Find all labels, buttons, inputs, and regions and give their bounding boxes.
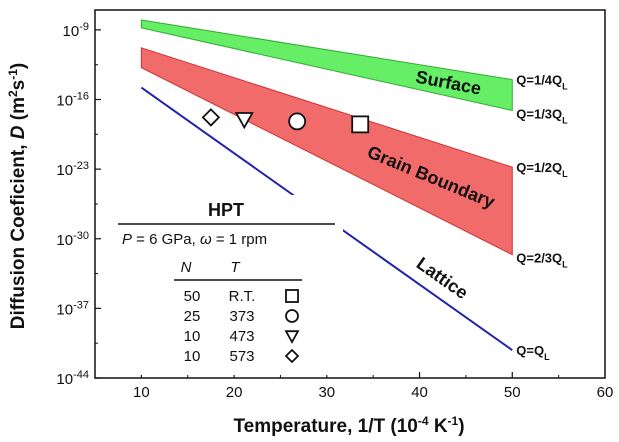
markers-layer — [201, 108, 370, 134]
legend-row-t: R.T. — [229, 288, 256, 305]
line-name-lattice: Lattice — [413, 253, 472, 303]
y-tick-label: 10-30 — [56, 230, 89, 249]
line-end-q-label: Q=QL — [516, 343, 550, 362]
legend-background — [118, 195, 343, 375]
y-tick-label: 10-44 — [56, 369, 89, 388]
x-tick-label: 10 — [133, 384, 150, 401]
legend-marker-circle — [285, 309, 299, 323]
x-tick-label: 20 — [226, 384, 243, 401]
x-tick-label: 60 — [597, 384, 614, 401]
band-0-lower-q-label: Q=1/3QL — [516, 106, 568, 125]
legend-row-n: 25 — [184, 308, 201, 325]
band-surface — [140, 19, 513, 112]
legend-row-n: 50 — [184, 288, 201, 305]
data-point-circle — [288, 112, 307, 131]
data-point-triangle-down — [234, 112, 254, 130]
legend-row-t: 473 — [229, 328, 254, 345]
band-1-upper-q-label: Q=1/2QL — [516, 160, 568, 179]
legend-marker-triangle-down — [284, 330, 300, 344]
legend-marker-square — [285, 289, 299, 303]
ticks-layer: 10 20 30 40 50 60 10-9 10-16 10-23 10-30 10-37 10-4… — [56, 21, 613, 401]
band-0-upper-q-label: Q=1/4QL — [516, 73, 568, 92]
x-tick-label: 40 — [411, 384, 428, 401]
data-point-diamond — [201, 108, 221, 127]
y-tick-label: 10-16 — [56, 91, 89, 110]
x-tick-label: 30 — [318, 384, 335, 401]
legend-row-t: 373 — [229, 308, 254, 325]
y-tick-label: 10-23 — [56, 160, 89, 179]
x-tick-label: 50 — [504, 384, 521, 401]
y-tick-label: 10-37 — [56, 299, 89, 318]
bands-layer — [140, 19, 513, 256]
legend-row-t: 573 — [229, 348, 254, 365]
legend-condition: P = 6 GPa, ω = 1 rpm — [122, 231, 267, 248]
legend-col-n: N — [181, 259, 192, 276]
legend-row-n: 10 — [184, 348, 201, 365]
legend-row-n: 10 — [184, 328, 201, 345]
legend-title: HPT — [208, 200, 244, 220]
data-point-square — [351, 115, 370, 134]
band-1-lower-q-label: Q=2/3QL — [516, 251, 568, 270]
y-axis-title: Diffusion Coeficient, D (m2s-1) — [6, 63, 29, 330]
legend: HPT P = 6 GPa, ω = 1 rpm N T 50 R.T. 25 373 10 47… — [118, 195, 343, 375]
x-axis-title: Temperature, 1/T (10-4 K-1) — [233, 414, 464, 437]
legend-marker-diamond — [284, 348, 300, 364]
band-grain-boundary — [140, 47, 513, 256]
legend-col-t: T — [230, 259, 241, 276]
y-tick-label: 10-9 — [63, 21, 89, 40]
plot-frame — [94, 9, 606, 379]
